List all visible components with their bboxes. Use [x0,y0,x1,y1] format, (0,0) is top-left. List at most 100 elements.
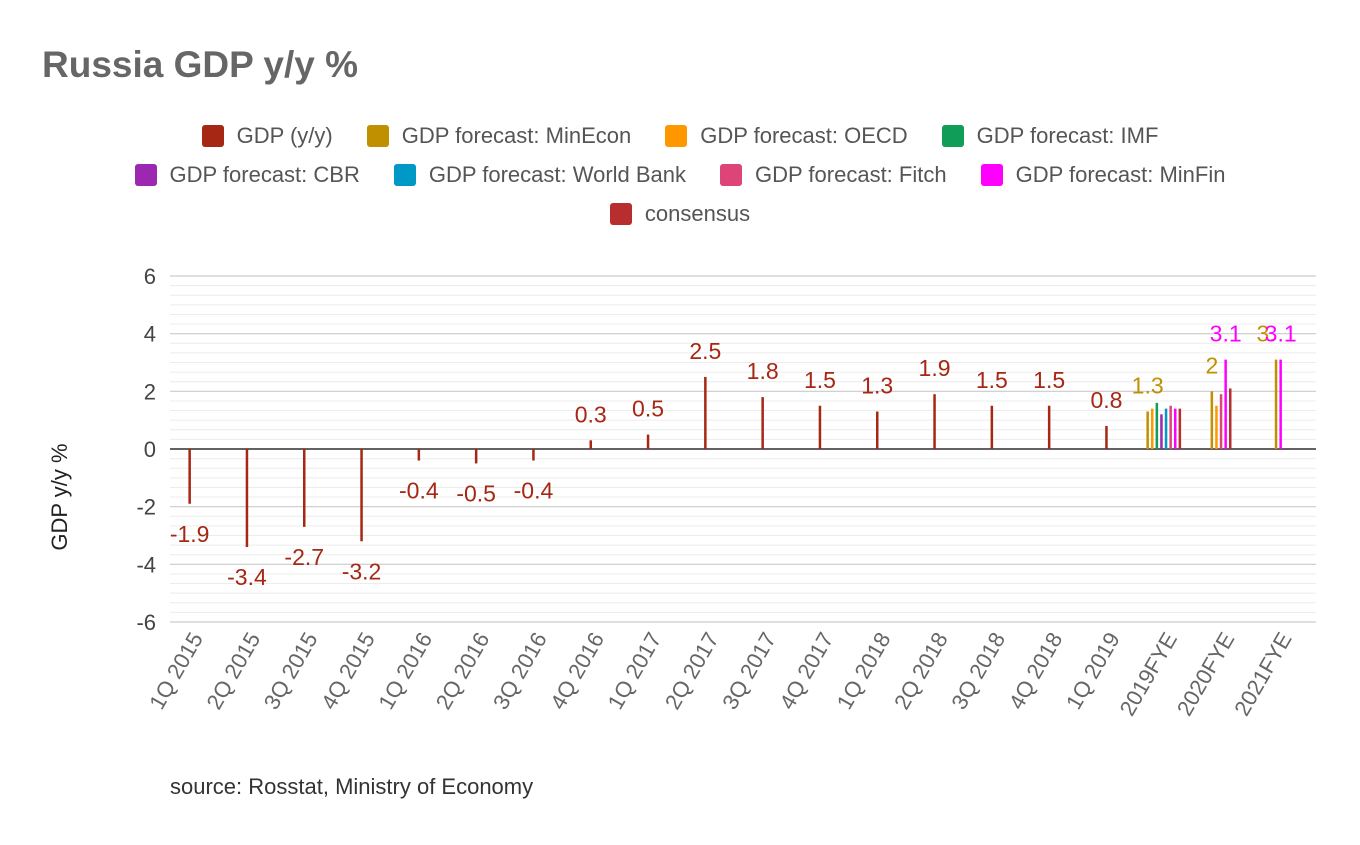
legend-item-gdp-forecast-fitch: GDP forecast: Fitch [720,162,947,188]
bar-gdp-forecast-minecon-2020fye [1210,391,1214,449]
x-tick-label: 3Q 2018 [946,628,1010,714]
legend-label: GDP forecast: OECD [700,122,908,148]
bar-gdp-forecast-oecd-2020fye [1215,405,1218,449]
bar-gdp-forecast-minecon-2021fye [1274,359,1278,449]
x-tick-label: 3Q 2017 [717,628,781,714]
legend-label: GDP forecast: Fitch [755,161,947,187]
legend-item-gdp-forecast-world-bank: GDP forecast: World Bank [393,161,687,188]
bar-gdp-y-y-4q-2017 [818,405,822,449]
data-label-2021fye-gdp-forecast-minecon: 3. [1256,321,1275,347]
y-tick-label: -2 [136,495,156,520]
data-label-3q-2017-gdp-y-y: 1.8 [747,358,779,384]
legend-item-gdp-y-y: GDP (y/y) [201,122,333,149]
data-label-2021fye-gdp-forecast-minfin: 3.1 [1265,321,1297,347]
legend-label: GDP forecast: MinFin [1015,161,1226,187]
bar-gdp-forecast-fitch-2019fye [1169,405,1172,449]
data-label-3q-2018-gdp-y-y: 1.5 [976,367,1008,393]
y-tick-label: 2 [144,379,156,404]
data-label-1q-2015-gdp-y-y: -1.9 [170,521,210,547]
data-label-2q-2015-gdp-y-y: -3.4 [227,564,267,590]
legend-label: GDP forecast: IMF [976,122,1159,148]
x-tick-label: 1Q 2015 [144,628,208,714]
data-label-1q-2016-gdp-y-y: -0.4 [399,478,439,504]
legend-item-gdp-forecast-imf: GDP forecast: IMF [941,122,1159,149]
legend-item-gdp-forecast-minecon: GDP forecast: MinEcon [366,122,632,149]
legend-item-consensus: consensus [609,200,751,227]
legend-swatch [134,163,157,186]
bar-gdp-forecast-imf-2019fye [1155,402,1159,449]
data-label-2019fye-gdp-forecast-minecon: 1.3 [1132,373,1164,399]
legend-label: GDP (y/y) [236,122,333,148]
data-label-3q-2016-gdp-y-y: -0.4 [514,478,554,504]
legend-label: GDP forecast: CBR [169,161,360,187]
bar-gdp-y-y-2q-2017 [704,376,707,449]
x-tick-label: 3Q 2015 [259,628,323,714]
data-label-3q-2015-gdp-y-y: -2.7 [284,544,324,570]
data-label-1q-2019-gdp-y-y: 0.8 [1090,387,1122,413]
legend-swatch [941,124,964,147]
x-tick-label: 2Q 2015 [201,628,265,714]
bar-gdp-y-y-1q-2017 [646,434,650,449]
y-axis-title: GDP y/y % [47,443,72,550]
bar-gdp-y-y-4q-2018 [1047,405,1051,449]
y-tick-label: -6 [136,610,156,635]
legend-swatch [720,163,743,186]
bar-gdp-y-y-2q-2015 [245,449,249,548]
x-tick-label: 4Q 2018 [1004,628,1068,714]
bar-gdp-y-y-3q-2016 [532,449,535,461]
bar-gdp-y-y-4q-2015 [360,449,363,542]
bar-gdp-y-y-3q-2017 [761,397,764,449]
x-tick-label: 4Q 2016 [545,628,609,714]
y-tick-label: 6 [144,264,156,289]
bar-gdp-forecast-minfin-2019fye [1174,408,1177,449]
data-label-2q-2018-gdp-y-y: 1.9 [919,355,951,381]
x-tick-label: 1Q 2018 [832,628,896,714]
bar-gdp-y-y-3q-2018 [990,405,994,449]
x-tick-label: 2Q 2018 [889,628,953,714]
x-tick-label: 2Q 2016 [431,628,495,714]
x-tick-label: 4Q 2015 [316,628,380,714]
legend-item-gdp-forecast-oecd: GDP forecast: OECD [665,122,908,149]
bar-gdp-forecast-cbr-2019fye [1160,414,1163,449]
x-tick-label: 1Q 2019 [1061,628,1125,714]
legend-label: GDP forecast: World Bank [428,161,687,187]
legend-label: consensus [644,200,751,226]
y-tick-label: 0 [144,437,156,462]
bar-gdp-y-y-1q-2016 [417,449,421,461]
data-label-2q-2016-gdp-y-y: -0.5 [456,480,496,506]
bar-gdp-forecast-fitch-2020fye [1219,394,1223,449]
legend-swatch [201,124,224,147]
legend-swatch [366,124,389,147]
y-tick-label: 4 [144,322,156,347]
x-tick-label: 2021FYE [1229,628,1297,720]
data-label-4q-2015-gdp-y-y: -3.2 [342,558,382,584]
bar-gdp-y-y-1q-2019 [1105,425,1108,449]
legend-swatch [980,163,1003,186]
source-note: source: Rosstat, Ministry of Economy [170,774,534,799]
legend-row-1: GDP (y/y) GDP forecast: MinEcon GDP foreca… [0,116,1360,155]
bar-consensus-2020fye [1229,388,1232,449]
chart-legend: GDP (y/y) GDP forecast: MinEcon GDP foreca… [0,116,1360,233]
data-label-2020fye-gdp-forecast-minecon: 2 [1205,352,1218,378]
data-label-2q-2017-gdp-y-y: 2.5 [689,338,721,364]
bar-gdp-forecast-minfin-2020fye [1224,359,1227,449]
legend-swatch [665,124,688,147]
x-tick-label: 1Q 2017 [603,628,667,714]
bar-gdp-y-y-2q-2016 [474,449,478,464]
legend-swatch [393,163,416,186]
bar-gdp-y-y-4q-2016 [589,440,592,449]
legend-row-3: consensus [0,194,1360,233]
legend-item-gdp-forecast-minfin: GDP forecast: MinFin [980,161,1226,188]
x-tick-label: 4Q 2017 [774,628,838,714]
legend-row-2: GDP forecast: CBR GDP forecast: World Ban… [0,155,1360,194]
data-label-4q-2017-gdp-y-y: 1.5 [804,367,836,393]
x-tick-label: 1Q 2016 [373,628,437,714]
data-label-2020fye-gdp-forecast-minfin: 3.1 [1210,321,1242,347]
legend-item-gdp-forecast-cbr: GDP forecast: CBR [134,161,360,188]
data-label-4q-2018-gdp-y-y: 1.5 [1033,367,1065,393]
data-label-1q-2017-gdp-y-y: 0.5 [632,396,664,422]
bar-gdp-forecast-oecd-2019fye [1151,408,1154,449]
bar-gdp-forecast-minfin-2021fye [1279,359,1282,449]
legend-label: GDP forecast: MinEcon [401,122,632,148]
